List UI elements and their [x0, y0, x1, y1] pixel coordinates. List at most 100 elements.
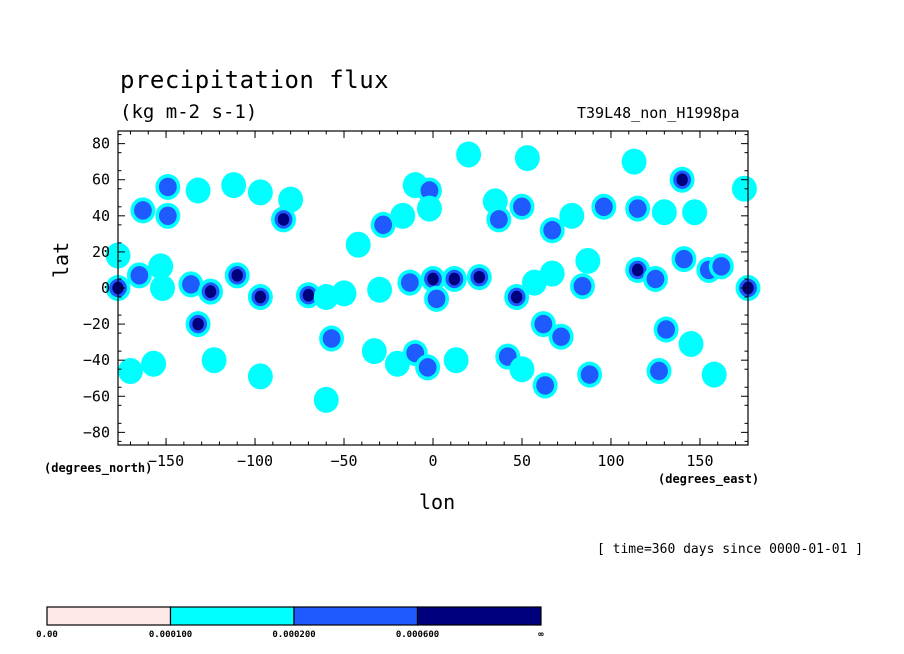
precip-cell: [201, 347, 227, 374]
contour-level-2: [158, 177, 177, 197]
precip-cell: [669, 166, 695, 193]
x-tick-label: 100: [597, 452, 624, 470]
contour-level-2: [400, 273, 419, 292]
precip-cell: [221, 172, 247, 199]
contour-level-1: [201, 347, 227, 374]
contour-level-1: [443, 347, 469, 374]
precip-cell: [141, 350, 167, 377]
precip-cell: [456, 141, 482, 168]
precip-cell: [198, 278, 223, 305]
y-tick-label: −80: [83, 423, 110, 441]
contour-level-2: [420, 181, 439, 200]
precip-cell: [155, 173, 181, 200]
precip-cell: [643, 265, 668, 292]
y-tick-label: 20: [92, 243, 110, 261]
x-tick-label: 50: [513, 452, 531, 470]
precip-cell: [247, 363, 273, 390]
precip-cell: [577, 361, 603, 388]
contour-level-1: [390, 202, 416, 229]
precip-cell: [185, 177, 211, 204]
y-tick-label: −20: [83, 315, 110, 333]
precip-cell: [331, 280, 357, 307]
contour-level-4: [207, 288, 214, 296]
contour-level-1: [221, 172, 247, 199]
precip-cell: [653, 316, 679, 343]
contour-level-2: [158, 206, 177, 226]
precip-cell: [559, 202, 585, 229]
contour-level-1: [148, 253, 174, 280]
x-units-note: (degrees_east): [658, 472, 760, 486]
contour-level-2: [418, 358, 437, 377]
precip-cell: [575, 247, 601, 274]
contour-level-1: [539, 260, 565, 287]
contour-level-3: [510, 290, 523, 304]
precip-cell: [278, 186, 304, 213]
contour-fills: [105, 141, 761, 413]
colorbar-level-label: ∞: [538, 630, 544, 640]
contour-level-2: [427, 289, 446, 309]
y-tick-label: −60: [83, 387, 110, 405]
precip-cell: [708, 253, 734, 280]
contour-level-2: [646, 269, 665, 289]
precip-cell: [532, 372, 558, 399]
x-tick-label: 150: [686, 452, 713, 470]
precip-cell: [671, 246, 697, 273]
contour-level-1: [651, 199, 677, 226]
precip-cell: [646, 358, 672, 385]
precip-cell: [591, 193, 617, 220]
contour-level-1: [247, 179, 273, 206]
contour-level-1: [118, 358, 143, 385]
precip-cell: [313, 386, 339, 413]
precip-cell: [570, 273, 595, 300]
contour-level-1: [731, 175, 757, 202]
precip-cell: [621, 148, 647, 175]
precip-cell: [130, 197, 156, 224]
x-tick-label: −100: [237, 452, 273, 470]
precip-cell: [155, 202, 181, 229]
contour-level-2: [675, 249, 693, 269]
contour-level-4: [305, 291, 312, 299]
precip-cell: [731, 175, 757, 202]
x-tick-label: 0: [428, 452, 437, 470]
precip-cell: [390, 202, 416, 229]
precip-cell: [118, 358, 143, 385]
contour-level-1: [701, 361, 727, 388]
precip-cell: [345, 231, 371, 258]
contour-level-1: [682, 199, 708, 226]
precip-cell: [509, 356, 535, 383]
precip-cell: [126, 262, 152, 289]
precip-cell: [224, 262, 250, 289]
colorbar-level-label: 0.00: [36, 630, 58, 640]
precip-cell: [361, 338, 387, 365]
precip-cell: [148, 253, 174, 280]
contour-level-2: [513, 197, 531, 217]
precip-cell: [486, 206, 512, 233]
y-tick-label: 40: [92, 207, 110, 225]
contour-level-2: [650, 361, 668, 381]
contour-level-2: [322, 329, 341, 348]
precip-cell: [678, 330, 704, 357]
contour-level-2: [573, 276, 592, 296]
contour-level-1: [185, 177, 211, 204]
precip-cell: [682, 199, 708, 226]
y-tick-label: 60: [92, 171, 110, 189]
y-axis-ticks: −80 −60 −40 −20 0 20 40 60 80: [83, 134, 748, 442]
precip-cell: [548, 323, 574, 350]
contour-level-2: [657, 320, 676, 339]
contour-level-3: [231, 269, 243, 282]
x-axis-ticks: −150 −100 −50 0 50 100 150: [129, 131, 737, 470]
precip-cell: [441, 265, 467, 292]
contour-level-1: [345, 231, 371, 258]
precip-cell: [367, 276, 393, 303]
contour-level-2: [580, 365, 599, 384]
contour-level-2: [134, 201, 152, 220]
x-tick-label: −50: [330, 452, 357, 470]
precip-cell: [530, 311, 556, 338]
colorbar: [46, 606, 542, 626]
colorbar-level-label: 0.000100: [148, 630, 193, 640]
contour-level-2: [543, 221, 562, 240]
y-tick-label: 0: [101, 279, 110, 297]
contour-level-2: [182, 275, 200, 294]
contour-level-1: [313, 386, 339, 413]
contour-level-4: [634, 266, 641, 274]
